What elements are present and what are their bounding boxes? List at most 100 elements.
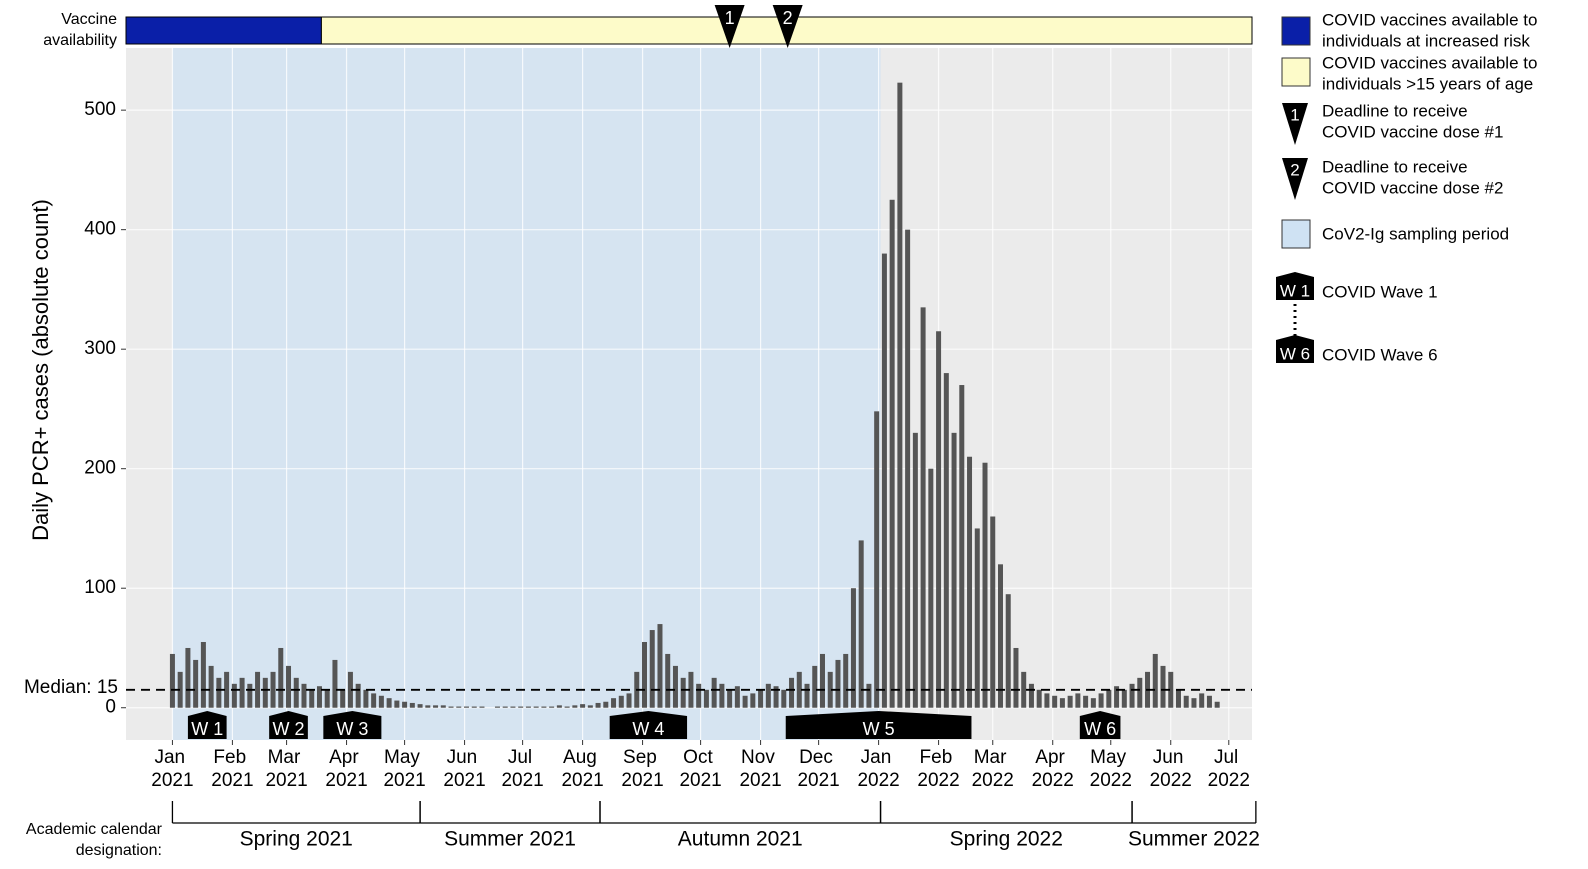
bar xyxy=(1090,698,1096,708)
bar xyxy=(494,706,500,708)
vaccine-label: availability xyxy=(43,32,117,49)
bar xyxy=(471,706,477,708)
bar xyxy=(409,702,415,708)
bar xyxy=(696,683,702,708)
bar xyxy=(177,671,183,708)
x-tick-label: Mar 2021 xyxy=(265,747,307,791)
x-tick-label: Nov 2021 xyxy=(739,747,781,791)
x-tick-label: Jul 2022 xyxy=(1208,747,1250,791)
bar xyxy=(866,683,872,708)
y-tick-label: 0 xyxy=(105,697,116,718)
x-tick-label: Jun 2022 xyxy=(1150,747,1192,791)
bar xyxy=(680,677,686,708)
bar xyxy=(1191,698,1197,708)
bar xyxy=(293,677,299,708)
wave-marker xyxy=(609,711,688,739)
bar xyxy=(185,647,191,708)
bar xyxy=(247,683,253,708)
bar xyxy=(1121,689,1127,708)
bar xyxy=(216,677,222,708)
bar xyxy=(340,689,346,708)
bar xyxy=(1013,647,1019,708)
legend-label: individuals >15 years of age xyxy=(1322,74,1533,93)
bar xyxy=(997,564,1003,708)
bar xyxy=(1044,693,1050,708)
bar xyxy=(750,693,756,708)
sampling-period xyxy=(172,48,881,740)
bar xyxy=(819,653,825,708)
bar xyxy=(618,695,624,708)
bar xyxy=(773,686,779,708)
wave-label: W 4 xyxy=(632,719,664,739)
wave-label: W 6 xyxy=(1084,719,1116,739)
bar xyxy=(479,706,485,708)
bar xyxy=(169,653,175,708)
x-tick-label: Apr 2021 xyxy=(325,747,367,791)
deadline-label: 2 xyxy=(783,8,793,28)
legend-label: CoV2-Ig sampling period xyxy=(1322,224,1509,243)
term-label: Summer 2022 xyxy=(1128,828,1260,851)
bar xyxy=(324,689,330,708)
bar xyxy=(796,671,802,708)
bar xyxy=(425,705,431,708)
x-tick-label: Sep 2021 xyxy=(621,747,663,791)
legend-deadline-label: 1 xyxy=(1290,105,1299,124)
bar xyxy=(711,677,717,708)
x-tick-label: Oct 2021 xyxy=(679,747,721,791)
legend-deadline xyxy=(1282,158,1308,200)
bar xyxy=(347,671,353,708)
x-tick-label: Feb 2021 xyxy=(211,747,253,791)
median-label: Median: 15 xyxy=(24,677,118,698)
bar xyxy=(371,693,377,708)
x-tick-label: Feb 2022 xyxy=(917,747,959,791)
bar xyxy=(967,456,973,708)
term-label: Summer 2021 xyxy=(444,828,576,851)
wave-label: W 2 xyxy=(273,719,305,739)
legend-label: COVID vaccines available to xyxy=(1322,53,1537,72)
legend-wave xyxy=(1276,272,1314,300)
x-tick-label: Aug 2021 xyxy=(561,747,603,791)
bar xyxy=(402,701,408,708)
y-tick-label: 200 xyxy=(84,458,116,479)
vaccine-period xyxy=(125,16,322,45)
bar xyxy=(510,706,516,708)
bar xyxy=(378,695,384,708)
x-tick-label: May 2022 xyxy=(1090,747,1132,791)
deadline-label: 1 xyxy=(725,8,735,28)
bar xyxy=(649,630,655,708)
bar xyxy=(572,705,578,708)
bar xyxy=(765,683,771,708)
legend-label: COVID vaccines available to xyxy=(1322,10,1537,29)
bar xyxy=(1183,695,1189,708)
term-label: Spring 2022 xyxy=(950,828,1063,851)
bar xyxy=(448,706,454,708)
bar xyxy=(556,705,562,708)
bar xyxy=(1137,677,1143,708)
wave-label: W 5 xyxy=(863,719,895,739)
bar xyxy=(309,689,315,708)
bar xyxy=(355,683,361,708)
bar xyxy=(1021,671,1027,708)
term-label: Spring 2021 xyxy=(240,828,353,851)
y-tick-label: 100 xyxy=(84,577,116,598)
bar xyxy=(316,686,322,708)
bar xyxy=(1028,683,1034,708)
bar xyxy=(262,677,268,708)
bar xyxy=(874,411,880,708)
legend-deadline-label: 2 xyxy=(1290,160,1299,179)
bar xyxy=(270,671,276,708)
bar xyxy=(1214,701,1220,708)
x-tick-label: May 2021 xyxy=(383,747,425,791)
calendar-label: Academic calendar xyxy=(26,821,163,838)
deadline-marker xyxy=(772,5,803,48)
bar xyxy=(843,653,849,708)
y-tick-label: 400 xyxy=(84,219,116,240)
legend-label: Deadline to receive xyxy=(1322,157,1468,176)
bar xyxy=(440,705,446,708)
x-tick-label: Jan 2021 xyxy=(151,747,193,791)
wave-marker xyxy=(323,711,382,739)
bar xyxy=(394,700,400,708)
bar xyxy=(595,702,601,708)
